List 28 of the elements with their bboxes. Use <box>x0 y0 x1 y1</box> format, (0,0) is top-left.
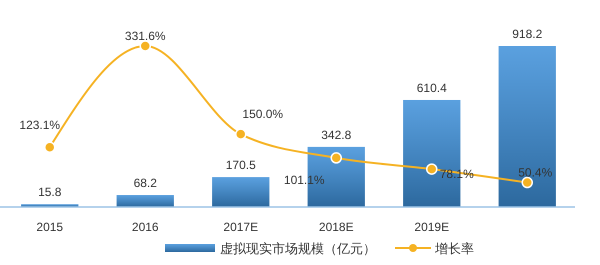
bar <box>498 46 556 207</box>
data-label: 123.1% <box>19 118 60 132</box>
x-tick-label: 2019E <box>414 220 450 234</box>
x-tick-label: 2018E <box>318 220 354 234</box>
data-label: 78.1% <box>440 167 474 182</box>
point <box>426 163 438 175</box>
point <box>140 40 151 52</box>
data-label: 918.2 <box>512 27 543 41</box>
x-tick-label: 2015 <box>36 220 64 234</box>
point <box>44 141 56 153</box>
data-label: 15.8 <box>38 185 62 200</box>
legend-label: 增长率 <box>434 241 474 256</box>
data-label: 150.0% <box>242 107 284 122</box>
data-label: 342.8 <box>321 128 352 142</box>
bar <box>212 177 270 207</box>
data-label: 170.5 <box>226 158 256 172</box>
bar <box>116 195 174 207</box>
data-label: 50.4% <box>518 166 553 180</box>
x-tick-label: 2017E <box>223 220 258 234</box>
legend-label: 虚拟现实市场规模（亿元） <box>220 241 376 256</box>
data-label: 331.6% <box>124 29 166 43</box>
data-label: 610.4 <box>416 80 448 95</box>
bar <box>21 204 78 207</box>
data-label: 68.2 <box>134 176 158 190</box>
x-tick-label: 2016 <box>132 220 159 234</box>
point <box>330 152 342 164</box>
point <box>522 176 533 188</box>
point <box>235 128 246 140</box>
